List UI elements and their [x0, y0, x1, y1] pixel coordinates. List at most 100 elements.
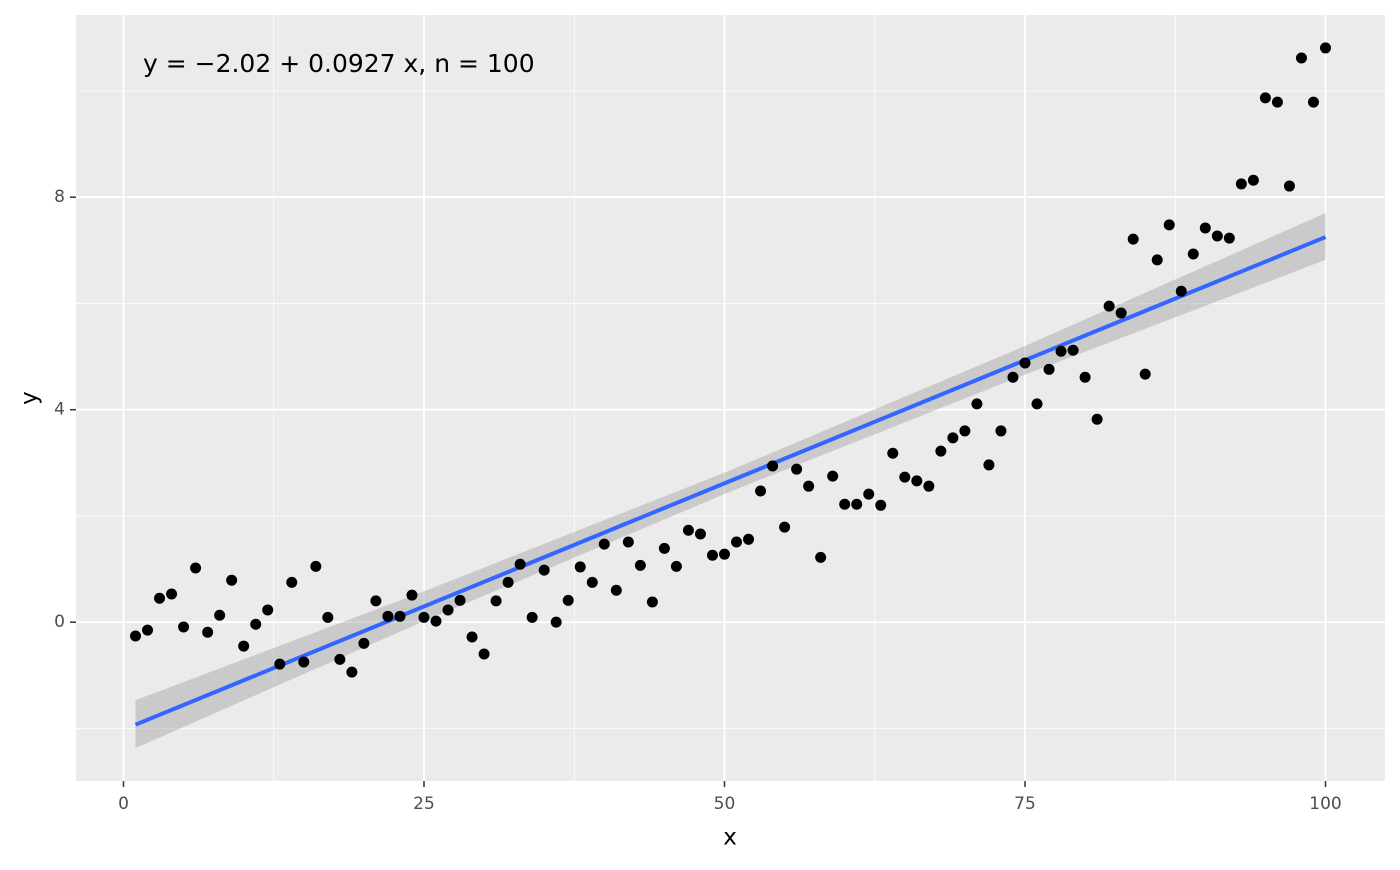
- point: [1115, 307, 1127, 319]
- point: [1055, 345, 1067, 357]
- point: [1091, 413, 1103, 425]
- x-tick-label: 50: [714, 794, 736, 814]
- fit-line: [134, 235, 1327, 727]
- point: [550, 616, 562, 628]
- point: [959, 425, 971, 437]
- point: [755, 485, 767, 497]
- x-tick-label: 100: [1309, 794, 1341, 814]
- point: [1031, 398, 1043, 410]
- point: [442, 604, 454, 616]
- point: [334, 653, 346, 665]
- point: [658, 542, 670, 554]
- point: [1235, 178, 1247, 190]
- x-tick-label: 75: [1014, 794, 1036, 814]
- point: [454, 594, 466, 606]
- point: [791, 463, 803, 475]
- point: [574, 561, 586, 573]
- point: [1307, 96, 1319, 108]
- point: [1199, 222, 1211, 234]
- point: [1211, 230, 1223, 242]
- annotation: y = −2.02 + 0.0927 x, n = 100: [143, 49, 535, 78]
- point: [670, 560, 682, 572]
- point: [1019, 357, 1031, 369]
- point: [1103, 300, 1115, 312]
- point: [1187, 248, 1199, 260]
- point: [983, 459, 995, 471]
- point: [1320, 42, 1331, 54]
- point: [779, 521, 791, 533]
- point: [562, 594, 574, 606]
- point: [346, 666, 358, 678]
- panel: [76, 15, 1385, 781]
- point: [1079, 371, 1091, 383]
- point: [682, 524, 694, 536]
- point: [586, 576, 598, 588]
- point: [803, 480, 815, 492]
- point: [274, 658, 286, 670]
- point: [226, 574, 238, 586]
- point: [178, 621, 190, 633]
- point: [694, 528, 706, 540]
- point: [598, 538, 610, 550]
- point: [418, 611, 430, 623]
- point: [322, 611, 334, 623]
- point: [1295, 52, 1307, 64]
- y-tick-label: 8: [54, 187, 65, 207]
- point: [899, 471, 911, 483]
- point: [851, 498, 863, 510]
- point: [827, 470, 839, 482]
- point: [430, 615, 442, 627]
- point: [1007, 371, 1019, 383]
- point: [382, 610, 394, 622]
- point: [815, 551, 827, 563]
- point: [166, 588, 178, 600]
- x-tick-label: 25: [413, 794, 435, 814]
- point: [298, 656, 310, 668]
- point: [947, 432, 959, 444]
- point: [1163, 219, 1175, 231]
- point: [911, 475, 923, 487]
- point: [706, 549, 718, 561]
- point: [731, 536, 743, 548]
- point: [250, 618, 262, 630]
- y-tick-label: 0: [54, 612, 65, 632]
- point: [610, 584, 622, 596]
- point: [1283, 180, 1295, 192]
- point: [514, 558, 526, 570]
- point: [502, 576, 514, 588]
- point: [743, 533, 755, 545]
- point: [1223, 232, 1235, 244]
- point: [718, 548, 730, 560]
- point: [1259, 92, 1271, 104]
- point: [526, 611, 538, 623]
- point: [1139, 368, 1151, 380]
- point: [286, 576, 298, 588]
- point: [214, 609, 226, 621]
- point: [971, 398, 983, 410]
- point: [466, 631, 478, 643]
- point: [202, 626, 214, 638]
- point: [923, 480, 935, 492]
- point: [1175, 285, 1187, 297]
- point: [1043, 363, 1055, 375]
- point: [875, 499, 887, 511]
- point: [767, 460, 779, 472]
- y-tick-label: 4: [54, 400, 65, 420]
- point: [646, 596, 658, 608]
- point: [130, 630, 141, 642]
- point: [995, 425, 1007, 437]
- point: [490, 595, 502, 607]
- point: [1067, 344, 1079, 356]
- point: [358, 637, 370, 649]
- x-axis-title: x: [723, 825, 737, 851]
- point: [154, 592, 166, 604]
- point: [634, 559, 646, 571]
- point: [370, 595, 382, 607]
- x-tick-label: 0: [118, 794, 129, 814]
- point: [238, 640, 250, 652]
- point: [1127, 233, 1139, 245]
- point: [190, 562, 202, 574]
- point: [1151, 254, 1163, 266]
- point: [839, 498, 851, 510]
